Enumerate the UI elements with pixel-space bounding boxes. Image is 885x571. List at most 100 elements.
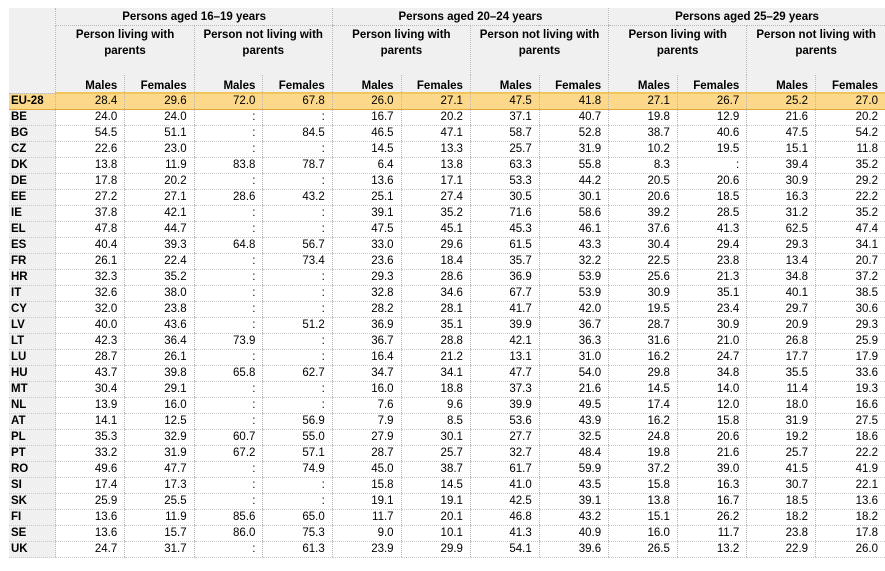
value-cell: 23.6 <box>331 253 402 270</box>
value-cell: 55.8 <box>538 157 609 174</box>
value-cell: 45.1 <box>400 221 471 238</box>
table-row: CZ 22.6 23.0::14.5 13.3 25.7 31.9 10.2 19.5 15.1… <box>9 141 885 158</box>
value-cell: 42.0 <box>538 301 609 318</box>
country-code: DE <box>9 173 56 190</box>
value-cell: 49.6 <box>55 461 125 478</box>
value-cell: 30.5 <box>469 189 540 206</box>
country-code: SI <box>9 477 56 494</box>
living-header: Person living with parents <box>55 25 195 75</box>
value-cell: : <box>193 477 263 494</box>
value-cell: 41.3 <box>676 221 747 238</box>
value-cell: 35.2 <box>124 269 195 286</box>
value-cell: 85.6 <box>193 509 263 526</box>
value-cell: : <box>262 333 333 350</box>
value-cell: : <box>193 141 263 158</box>
value-cell: 16.3 <box>676 477 747 494</box>
value-cell: 13.8 <box>608 493 678 510</box>
value-cell: 57.1 <box>262 445 333 462</box>
value-cell: 30.1 <box>538 189 609 206</box>
value-cell: 28.1 <box>400 301 471 318</box>
value-cell: 35.1 <box>676 285 747 302</box>
value-cell: 47.8 <box>55 221 125 238</box>
value-cell: 7.6 <box>331 397 402 414</box>
table-row: SE 13.6 15.7 86.0 75.3 9.0 10.1 41.3 40.9 16.0 11.… <box>9 525 885 542</box>
value-cell: 20.2 <box>815 109 885 126</box>
value-cell: 35.2 <box>400 205 471 222</box>
table-row: NL 13.9 16.0::7.6 9.6 39.9 49.5 17.4 12.0 18.0 16… <box>9 397 885 414</box>
value-cell: 25.9 <box>815 333 885 350</box>
value-cell: : <box>262 397 333 414</box>
sex-header: Males <box>193 75 263 94</box>
value-cell: 43.2 <box>538 509 609 526</box>
value-cell: 42.5 <box>469 493 540 510</box>
table-row: DK 13.8 11.9 83.8 78.7 6.4 13.8 63.3 55.8 8.3:39.… <box>9 157 885 174</box>
value-cell: 12.5 <box>124 413 195 430</box>
value-cell: 39.4 <box>746 157 816 174</box>
value-cell: 16.2 <box>608 413 678 430</box>
value-cell: 32.8 <box>331 285 402 302</box>
value-cell: 27.1 <box>608 93 678 110</box>
value-cell: 39.2 <box>608 205 678 222</box>
value-cell: 67.2 <box>193 445 263 462</box>
value-cell: 20.6 <box>676 429 747 446</box>
value-cell: 29.4 <box>676 237 747 254</box>
table-row: BG 54.5 51.1:84.5 46.5 47.1 58.7 52.8 38.7 40.6 4… <box>9 125 885 142</box>
value-cell: 19.5 <box>608 301 678 318</box>
value-cell: : <box>262 173 333 190</box>
value-cell: 15.8 <box>331 477 402 494</box>
value-cell: 13.3 <box>400 141 471 158</box>
table-row: ES 40.4 39.3 64.8 56.7 33.0 29.6 61.5 43.3 30.4 29… <box>9 237 885 254</box>
value-cell: 43.3 <box>538 237 609 254</box>
value-cell: : <box>193 461 263 478</box>
living-header: Person living with parents <box>331 25 471 75</box>
value-cell: : <box>262 141 333 158</box>
value-cell: 13.6 <box>55 509 125 526</box>
table-row: MT 30.4 29.1::16.0 18.8 37.3 21.6 14.5 14.0 11.4… <box>9 381 885 398</box>
value-cell: 21.0 <box>676 333 747 350</box>
country-code: EE <box>9 189 56 206</box>
value-cell: 30.4 <box>55 381 125 398</box>
value-cell: 33.6 <box>815 365 885 382</box>
value-cell: 23.8 <box>124 301 195 318</box>
value-cell: 19.2 <box>746 429 816 446</box>
table-row: AT 14.1 12.5:56.9 7.9 8.5 53.6 43.9 16.2 15.8 31.… <box>9 413 885 430</box>
value-cell: 19.8 <box>608 445 678 462</box>
value-cell: 28.7 <box>331 445 402 462</box>
value-cell: 71.6 <box>469 205 540 222</box>
value-cell: 16.0 <box>331 381 402 398</box>
table-row: LV 40.0 43.6:51.2 36.9 35.1 39.9 36.7 28.7 30.9 2… <box>9 317 885 334</box>
value-cell: : <box>193 253 263 270</box>
value-cell: 33.2 <box>55 445 125 462</box>
value-cell: 54.2 <box>815 125 885 142</box>
country-code: BE <box>9 109 56 126</box>
value-cell: : <box>262 205 333 222</box>
value-cell: 27.2 <box>55 189 125 206</box>
living-header: Person not living with parents <box>193 25 333 75</box>
value-cell: 26.8 <box>746 333 816 350</box>
value-cell: : <box>193 221 263 238</box>
value-cell: 13.2 <box>676 541 747 558</box>
value-cell: 17.7 <box>746 349 816 366</box>
value-cell: 13.4 <box>746 253 816 270</box>
value-cell: 47.4 <box>815 221 885 238</box>
country-code: EL <box>9 221 56 238</box>
table-row: PL 35.3 32.9 60.7 55.0 27.9 30.1 27.7 32.5 24.8 20… <box>9 429 885 446</box>
value-cell: 16.0 <box>124 397 195 414</box>
value-cell: 40.4 <box>55 237 125 254</box>
value-cell: 55.0 <box>262 429 333 446</box>
value-cell: 31.9 <box>124 445 195 462</box>
value-cell: 18.8 <box>400 381 471 398</box>
value-cell: 16.6 <box>815 397 885 414</box>
value-cell: 10.1 <box>400 525 471 542</box>
value-cell: 11.4 <box>746 381 816 398</box>
value-cell: 38.7 <box>400 461 471 478</box>
value-cell: 61.3 <box>262 541 333 558</box>
value-cell: 25.2 <box>746 93 816 110</box>
country-code: IT <box>9 285 56 302</box>
value-cell: 38.0 <box>124 285 195 302</box>
value-cell: 36.7 <box>331 333 402 350</box>
value-cell: 11.8 <box>815 141 885 158</box>
value-cell: 30.7 <box>746 477 816 494</box>
country-code: PL <box>9 429 56 446</box>
value-cell: 41.5 <box>746 461 816 478</box>
